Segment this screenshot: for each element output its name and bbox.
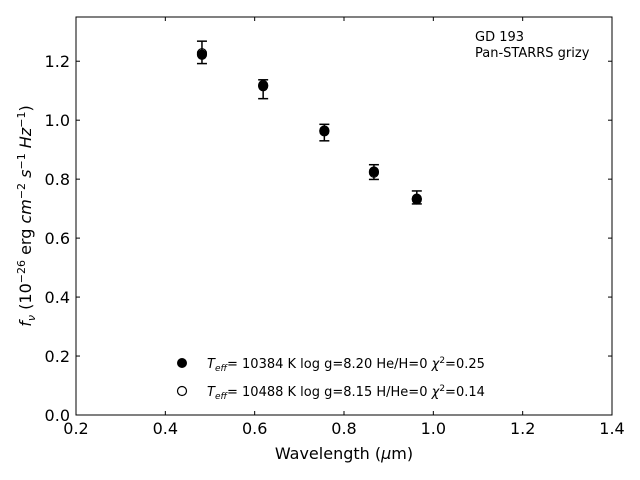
y-tick-label: 0.4 — [45, 288, 70, 307]
x-tick-label: 1.0 — [421, 419, 446, 438]
x-tick-label: 1.4 — [599, 419, 624, 438]
axis-ticks: 0.2 0.4 0.6 0.8 1.0 1.2 1.40.00.20.40.60.81.01… — [45, 17, 625, 438]
y-axis-label: fν (10−26 erg cm−2 s−1 Hz−1) — [15, 105, 38, 326]
data-point-open — [258, 80, 269, 91]
data-point-open — [319, 126, 330, 137]
x-tick-label: 0.4 — [153, 419, 178, 438]
legend-marker-filled — [177, 358, 187, 368]
legend: Teff= 10384 K log g=8.20 He/H=0 χ2=0.25 … — [176, 356, 485, 402]
x-tick-label: 0.8 — [331, 419, 356, 438]
y-tick-label: 1.2 — [45, 52, 70, 71]
y-tick-label: 0.8 — [45, 170, 70, 189]
data-marks — [196, 40, 422, 205]
annotation-object: GD 193 — [475, 30, 524, 45]
y-tick-label: 1.0 — [45, 111, 70, 130]
x-tick-label: 0.6 — [242, 419, 267, 438]
data-point-open — [196, 48, 208, 59]
y-tick-label: 0.6 — [45, 229, 70, 248]
legend-entry-filled: Teff= 10384 K log g=8.20 He/H=0 χ2=0.25 — [207, 356, 485, 374]
legend-entry-open: Teff= 10488 K log g=8.15 H/He=0 χ2=0.14 — [207, 384, 485, 402]
data-point-open — [411, 194, 422, 205]
x-axis-label: Wavelength (μm) — [275, 444, 413, 463]
y-tick-label: 0.0 — [45, 406, 70, 425]
x-tick-label: 0.2 — [63, 419, 88, 438]
y-tick-label: 0.2 — [45, 347, 70, 366]
annotation-survey: Pan-STARRS grizy — [475, 46, 590, 61]
x-tick-label: 1.2 — [510, 419, 535, 438]
legend-marker-open — [176, 385, 188, 397]
data-point-open — [368, 167, 380, 178]
plot-area — [75, 16, 613, 416]
